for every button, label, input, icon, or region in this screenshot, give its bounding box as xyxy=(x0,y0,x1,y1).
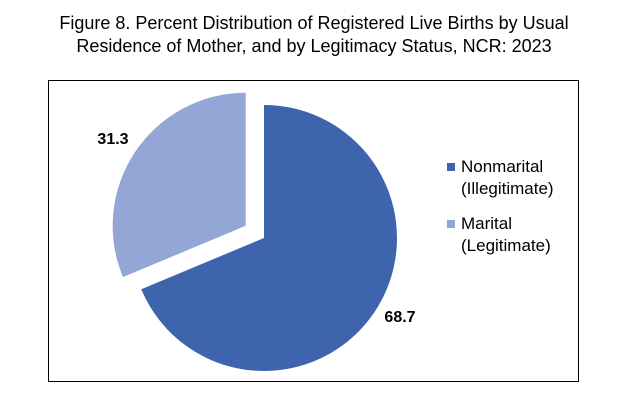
legend-swatch-marital xyxy=(447,220,455,228)
legend-label-marital-line2: (Legitimate) xyxy=(461,236,551,255)
legend-item-marital: Marital (Legitimate) xyxy=(447,213,554,257)
legend-label-nonmarital-line2: (Illegitimate) xyxy=(461,179,554,198)
slice-nonmarital xyxy=(141,105,398,372)
legend-swatch-nonmarital xyxy=(447,163,455,171)
legend-label-nonmarital-line1: Nonmarital xyxy=(461,157,544,176)
chart-title-line2: Residence of Mother, and by Legitimacy S… xyxy=(76,36,552,56)
data-label-nonmarital: 68.7 xyxy=(384,309,415,326)
chart-title: Figure 8. Percent Distribution of Regist… xyxy=(0,12,628,58)
legend-item-nonmarital: Nonmarital (Illegitimate) xyxy=(447,156,554,200)
legend: Nonmarital (Illegitimate) Marital (Legit… xyxy=(447,156,554,270)
chart-title-line1: Figure 8. Percent Distribution of Regist… xyxy=(59,13,569,33)
chart-frame xyxy=(48,80,579,382)
slice-marital xyxy=(112,92,246,278)
legend-label-marital-line1: Marital xyxy=(461,214,513,233)
data-label-marital: 31.3 xyxy=(97,131,128,148)
